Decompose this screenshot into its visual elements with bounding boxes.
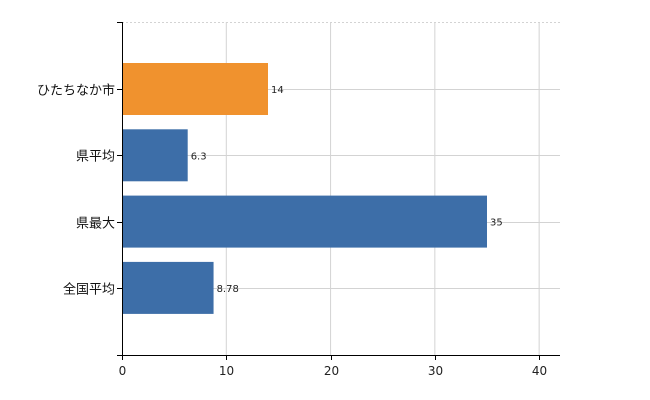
bar-value-label: 35 <box>490 218 503 229</box>
category-label: 全国平均 <box>63 282 115 298</box>
category-label: 県平均 <box>76 150 115 165</box>
x-tick-label: 30 <box>428 364 443 378</box>
axes <box>122 22 560 356</box>
bar-value-label: 14 <box>271 85 284 96</box>
x-axis-ticks: 0 10 20 30 40 <box>119 355 547 378</box>
bars: 14 6.3 35 8.78 <box>122 63 503 314</box>
category-label: 県最大 <box>76 217 115 232</box>
x-tick-label: 10 <box>219 364 234 378</box>
bar-value-label: 6.3 <box>191 151 207 162</box>
bar <box>122 129 188 182</box>
bar <box>122 261 214 314</box>
x-tick-label: 40 <box>532 364 547 378</box>
category-label: ひたちなか市 <box>37 83 115 99</box>
bar-value-label: 8.78 <box>217 284 239 295</box>
bar <box>122 195 487 248</box>
x-tick-label: 20 <box>324 364 339 378</box>
x-tick-label: 0 <box>119 364 127 378</box>
bar <box>122 63 268 115</box>
